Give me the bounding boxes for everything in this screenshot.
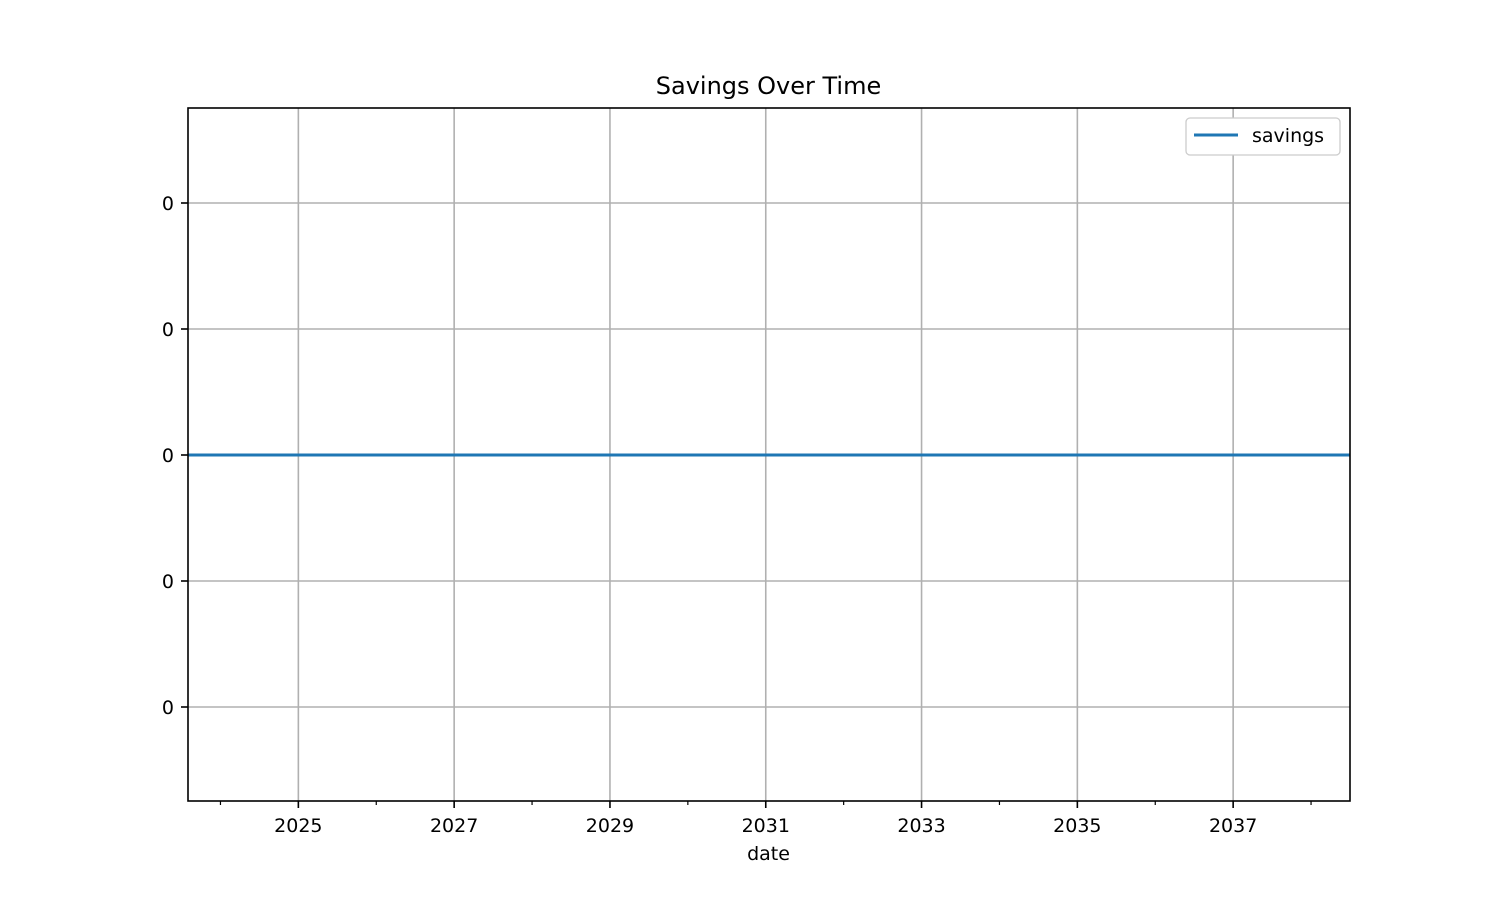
y-tick-label: 0 [162, 571, 174, 593]
x-tick-label: 2037 [1209, 815, 1257, 837]
x-tick-label: 2033 [897, 815, 945, 837]
x-tick-label: 2029 [586, 815, 634, 837]
x-tick-label: 2031 [742, 815, 790, 837]
x-axis-label: date [747, 843, 790, 865]
y-tick-label: 0 [162, 193, 174, 215]
tick-layer: 0 0 0 0 0 2025 2027 2029 2031 2033 2035 2037 [162, 193, 1312, 837]
legend-box [1185, 117, 1341, 156]
y-tick-label: 0 [162, 319, 174, 341]
x-tick-label: 2025 [274, 815, 322, 837]
y-tick-label: 0 [162, 445, 174, 467]
chart-title: Savings Over Time [656, 72, 881, 100]
x-tick-label: 2035 [1053, 815, 1101, 837]
legend-label: savings [1252, 125, 1324, 147]
y-tick-label: 0 [162, 697, 174, 719]
legend: savings [1185, 117, 1341, 156]
x-tick-label: 2027 [430, 815, 478, 837]
